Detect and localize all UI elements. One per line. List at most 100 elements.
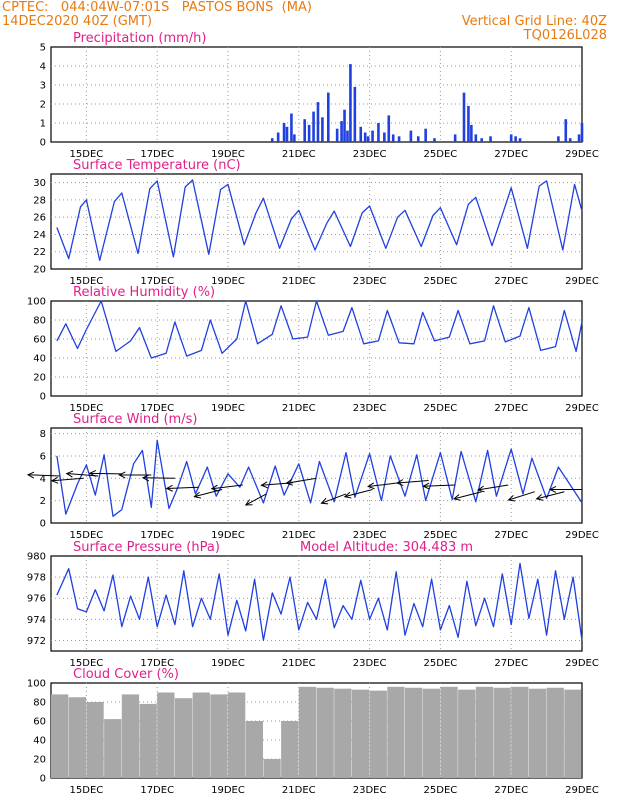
x-tick-label: 29DEC — [565, 276, 599, 287]
cloud-bar — [493, 687, 511, 778]
x-tick-label: 25DEC — [424, 658, 458, 669]
precip-bar — [327, 92, 330, 142]
cloud-bar — [316, 687, 334, 778]
precip-bar — [577, 134, 581, 142]
precip-bar — [514, 136, 517, 142]
panel-title: Cloud Cover (%) — [73, 667, 179, 682]
y-tick-label: 980 — [27, 552, 46, 563]
cloud-bar — [405, 687, 423, 778]
cloud-bar — [210, 694, 228, 778]
precip-bar — [397, 136, 401, 142]
cloud-bar — [564, 689, 582, 778]
cloud-bar — [192, 692, 210, 778]
cloud-bar — [369, 690, 387, 778]
x-tick-label: 29DEC — [565, 658, 599, 669]
x-tick-label: 21DEC — [282, 149, 316, 160]
precip-bar — [424, 128, 427, 142]
panel-precip: 0 1 2 3 4 5 15DEC 17DEC 19DEC 21DEC 23DEC 25DEC 27DE… — [40, 31, 599, 160]
precip-bar — [568, 138, 572, 142]
y-tick-label: 20 — [33, 265, 46, 276]
x-tick-label: 23DEC — [353, 149, 387, 160]
panel-title: Precipitation (mm/h) — [73, 31, 206, 46]
cloud-bar — [228, 692, 246, 778]
y-tick-label: 4 — [40, 474, 46, 485]
y-tick-label: 80 — [33, 698, 46, 709]
y-tick-label: 20 — [33, 755, 46, 766]
x-tick-label: 21DEC — [282, 785, 316, 796]
cloud-bar — [68, 697, 86, 778]
y-tick-label: 40 — [33, 736, 46, 747]
header-datetime: 14DEC2020 40Z (GMT) — [2, 14, 153, 29]
precip-bar — [335, 128, 339, 142]
wind-arrow — [535, 491, 565, 501]
x-tick-label: 17DEC — [140, 149, 174, 160]
wind-arrow — [285, 477, 317, 486]
precip-bar — [467, 105, 470, 142]
header-model: TQ0126L028 — [523, 28, 607, 43]
precip-bar — [366, 136, 370, 142]
precip-bar — [353, 86, 357, 142]
precip-bar — [303, 119, 306, 142]
wind-arrow — [244, 493, 267, 506]
x-tick-label: 25DEC — [424, 785, 458, 796]
x-tick-label: 25DEC — [424, 403, 458, 414]
panel-title: Relative Humidity (%) — [73, 285, 215, 300]
wind-arrow — [88, 469, 122, 477]
cloud-bar — [334, 688, 352, 778]
x-tick-label: 29DEC — [565, 530, 599, 541]
y-tick-label: 5 — [40, 43, 46, 54]
wind-arrow — [65, 470, 99, 478]
precip-bar — [474, 134, 478, 142]
precip-bar — [489, 136, 492, 142]
precip-bar — [391, 134, 395, 142]
precip-bar — [276, 132, 280, 142]
y-tick-label: 0 — [40, 519, 46, 530]
y-tick-label: 40 — [33, 354, 46, 365]
precip-bar — [349, 64, 352, 142]
y-tick-label: 22 — [33, 247, 46, 258]
cloud-bar — [511, 686, 529, 778]
y-tick-label: 0 — [40, 774, 46, 785]
precip-bar — [359, 126, 363, 142]
x-tick-label: 15DEC — [70, 149, 104, 160]
y-tick-label: 2 — [40, 496, 46, 507]
cloud-bar — [475, 686, 494, 778]
x-tick-label: 19DEC — [211, 149, 245, 160]
precip-bar — [285, 126, 289, 142]
x-tick-label: 23DEC — [353, 658, 387, 669]
y-tick-label: 0 — [40, 138, 46, 149]
wind-arrow — [118, 471, 152, 479]
y-tick-label: 28 — [33, 195, 46, 206]
y-tick-label: 2 — [40, 100, 46, 111]
y-tick-label: 60 — [33, 717, 46, 728]
cloud-bar — [387, 686, 405, 778]
x-tick-label: 21DEC — [282, 530, 316, 541]
wind-arrow — [210, 484, 243, 492]
cloud-bar — [298, 686, 317, 778]
precip-bar — [453, 134, 457, 142]
x-tick-label: 19DEC — [211, 530, 245, 541]
wind-arrow — [452, 491, 482, 501]
panel-title: Surface Pressure (hPa) — [73, 540, 220, 555]
model-altitude: Model Altitude: 304.483 m — [300, 540, 473, 555]
wind-arrow — [548, 486, 582, 493]
x-tick-label: 29DEC — [565, 149, 599, 160]
x-tick-label: 21DEC — [282, 403, 316, 414]
x-tick-label: 15DEC — [70, 658, 104, 669]
precip-bar — [290, 113, 293, 142]
precip-bar — [293, 134, 296, 142]
cloud-bar — [528, 688, 547, 778]
x-tick-label: 27DEC — [494, 785, 528, 796]
x-tick-label: 27DEC — [494, 530, 528, 541]
precip-bar — [580, 123, 584, 142]
precip-bar — [462, 92, 466, 142]
panel-frame — [50, 555, 583, 652]
panel-title: Surface Wind (m/s) — [73, 412, 197, 427]
y-tick-label: 0 — [40, 392, 46, 403]
x-tick-label: 29DEC — [565, 403, 599, 414]
panel-pressure: 972 974 976 978 980 15DEC 17DEC 19DEC 21DEC 23DEC… — [27, 540, 599, 669]
cloud-bar — [422, 688, 440, 778]
humidity-series-line — [56, 300, 583, 359]
x-tick-label: 17DEC — [140, 785, 174, 796]
